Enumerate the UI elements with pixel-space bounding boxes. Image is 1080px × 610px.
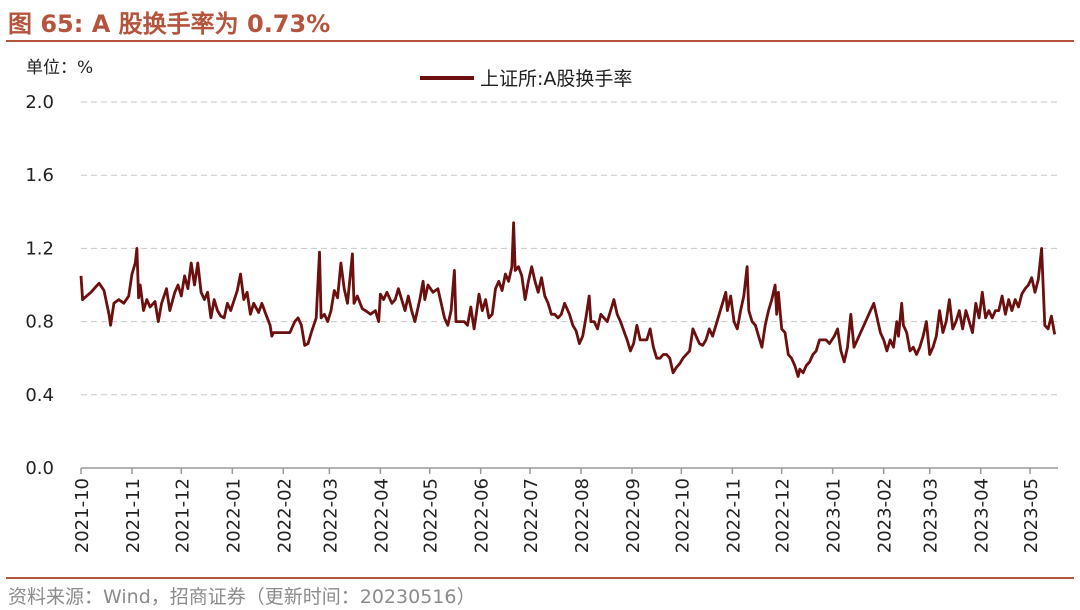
x-tick-label: 2022-07	[521, 478, 542, 553]
source-note: 资料来源：Wind，招商证券（更新时间：20230516）	[8, 586, 476, 608]
y-axis-ticks: 0.0 0.4 0.8 1.2 1.6 2.0	[25, 92, 54, 479]
x-tick-label: 2023-02	[875, 478, 896, 553]
line-chart: 0.0 0.4 0.8 1.2 1.6 2.0 2021-10 2021-11 2021-12…	[25, 58, 1058, 553]
y-tick-label: 0.4	[25, 385, 54, 406]
legend-label: 上证所:A股换手率	[480, 68, 632, 90]
y-tick-label: 1.6	[25, 165, 54, 186]
x-tick-label: 2023-05	[1021, 478, 1042, 553]
x-tick-label: 2022-04	[371, 478, 392, 553]
x-tick-label: 2022-01	[223, 478, 244, 553]
y-tick-label: 2.0	[25, 92, 54, 113]
x-tick-label: 2022-03	[320, 478, 341, 553]
x-tick-label: 2021-10	[72, 478, 93, 553]
y-tick-label: 0.0	[25, 458, 54, 479]
unit-label: 单位：%	[26, 58, 93, 78]
source-divider	[6, 577, 1074, 579]
x-tick-label: 2022-11	[723, 478, 744, 553]
legend: 上证所:A股换手率	[420, 68, 632, 90]
x-tick-label: 2022-08	[572, 478, 593, 553]
figure-title: 图 65: A 股换手率为 0.73%	[8, 10, 331, 38]
x-tick-label: 2022-02	[274, 478, 295, 553]
x-tick-label: 2021-12	[172, 478, 193, 553]
x-axis	[80, 467, 1058, 474]
x-tick-label: 2022-10	[672, 478, 693, 553]
grid-lines	[81, 101, 1058, 396]
x-tick-label: 2023-01	[824, 478, 845, 553]
series-layer	[79, 221, 1057, 378]
x-axis-ticks: 2021-10 2021-11 2021-12 2022-01 2022-02 2022-…	[72, 478, 1042, 553]
x-tick-label: 2022-06	[472, 478, 493, 553]
series-line	[79, 221, 1057, 378]
x-tick-label: 2022-05	[421, 478, 442, 553]
x-tick-label: 2022-12	[773, 478, 794, 553]
x-tick-label: 2021-11	[123, 478, 144, 553]
x-tick-label: 2023-03	[921, 478, 942, 553]
y-tick-label: 0.8	[25, 312, 54, 333]
x-tick-label: 2023-04	[972, 478, 993, 553]
x-tick-label: 2022-09	[623, 478, 644, 553]
title-divider	[6, 40, 1074, 42]
y-tick-label: 1.2	[25, 238, 54, 259]
